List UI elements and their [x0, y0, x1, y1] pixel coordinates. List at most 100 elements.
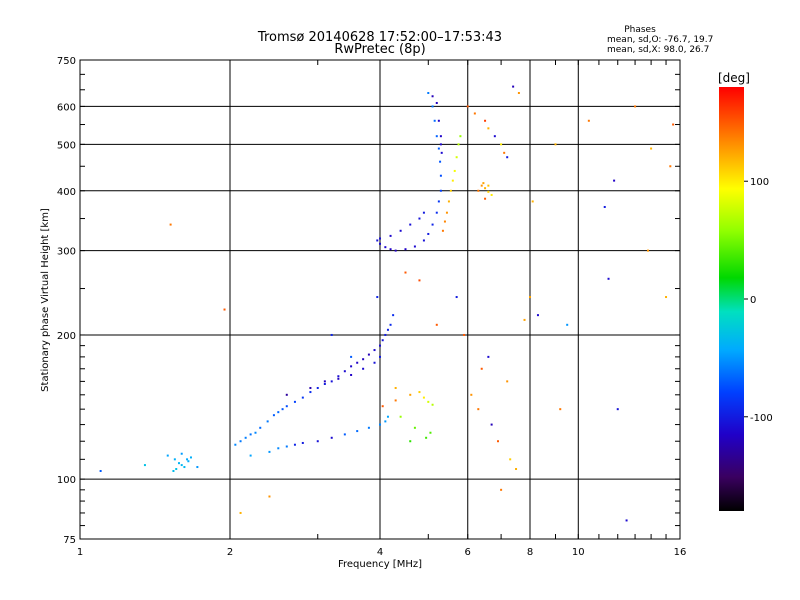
x-tick-label: 6 — [465, 547, 471, 558]
y-tick-label: 100 — [57, 475, 76, 486]
data-point — [455, 296, 458, 299]
data-point — [99, 469, 102, 472]
y-tick-label: 600 — [57, 102, 76, 113]
data-point — [384, 420, 387, 423]
data-point — [487, 184, 490, 187]
colorbar-tick-label: 100 — [750, 177, 769, 188]
data-point — [459, 135, 462, 138]
data-point — [435, 101, 438, 104]
data-point — [484, 187, 487, 190]
data-point — [389, 323, 392, 326]
data-point — [379, 344, 381, 347]
data-point — [409, 223, 412, 226]
data-point — [427, 91, 430, 94]
data-point — [672, 123, 675, 126]
data-point — [367, 353, 370, 356]
data-point — [309, 386, 312, 389]
data-point — [173, 458, 176, 461]
phases-stat-o: mean, sd,O: -76.7, 19.7 — [607, 35, 713, 45]
data-point — [175, 468, 178, 471]
data-point — [239, 511, 242, 514]
data-point — [477, 408, 480, 411]
data-point — [435, 135, 438, 138]
data-point — [439, 160, 442, 163]
y-tick-label: 300 — [57, 247, 76, 258]
data-point — [362, 367, 365, 370]
data-point — [439, 143, 442, 146]
data-point — [244, 436, 247, 439]
data-point — [254, 431, 257, 434]
data-point — [399, 415, 402, 418]
data-point — [418, 217, 421, 220]
data-point — [330, 333, 333, 336]
data-point — [404, 248, 407, 251]
data-point — [449, 189, 452, 192]
data-point — [293, 400, 296, 403]
data-point — [650, 147, 653, 150]
data-point — [223, 308, 226, 311]
data-point — [316, 386, 319, 389]
data-point — [234, 443, 237, 446]
data-point — [559, 408, 562, 411]
data-point — [487, 355, 490, 358]
data-point — [409, 393, 412, 396]
data-point — [506, 380, 509, 383]
data-point — [587, 119, 590, 122]
data-point — [180, 464, 183, 467]
data-point — [373, 349, 376, 352]
data-point — [480, 367, 483, 370]
data-point — [422, 211, 425, 214]
data-point — [463, 333, 466, 336]
data-point — [285, 405, 288, 408]
data-point — [484, 119, 487, 122]
data-point — [439, 174, 442, 177]
data-point — [376, 296, 379, 299]
colorbar-tick-label: 0 — [750, 295, 756, 306]
data-point — [453, 169, 456, 172]
data-point — [268, 450, 271, 453]
data-point — [323, 380, 326, 383]
data-point — [356, 430, 359, 433]
data-point — [337, 375, 340, 378]
data-point — [473, 112, 476, 115]
data-point — [394, 249, 397, 252]
data-point — [316, 440, 319, 443]
data-point — [350, 373, 353, 376]
data-point — [384, 246, 387, 249]
data-point — [381, 405, 384, 408]
data-point — [277, 411, 280, 414]
data-point — [431, 95, 434, 98]
data-point — [272, 414, 275, 417]
data-point — [330, 380, 333, 383]
data-point — [379, 242, 381, 245]
data-point — [433, 119, 436, 122]
data-point — [554, 143, 557, 146]
data-point — [487, 127, 490, 130]
data-point — [180, 452, 183, 455]
data-point — [496, 440, 499, 443]
data-point — [399, 229, 402, 232]
data-point — [413, 426, 416, 429]
data-points — [99, 85, 675, 522]
data-point — [437, 119, 440, 122]
x-tick-label: 8 — [527, 547, 533, 558]
data-point — [277, 447, 280, 450]
data-point — [490, 193, 493, 196]
data-point — [482, 182, 485, 185]
data-point — [422, 396, 425, 399]
data-point — [500, 488, 503, 491]
data-point — [386, 328, 389, 331]
data-point — [166, 454, 169, 457]
data-point — [435, 211, 438, 214]
data-point — [394, 386, 397, 389]
data-point — [418, 279, 421, 282]
data-point — [477, 189, 480, 192]
y-tick-label: 200 — [57, 331, 76, 342]
data-point — [281, 408, 284, 411]
data-point — [343, 433, 346, 436]
data-point — [646, 249, 649, 252]
data-point — [413, 245, 416, 248]
data-point — [425, 436, 428, 439]
data-point — [429, 431, 432, 434]
data-point — [439, 135, 442, 138]
